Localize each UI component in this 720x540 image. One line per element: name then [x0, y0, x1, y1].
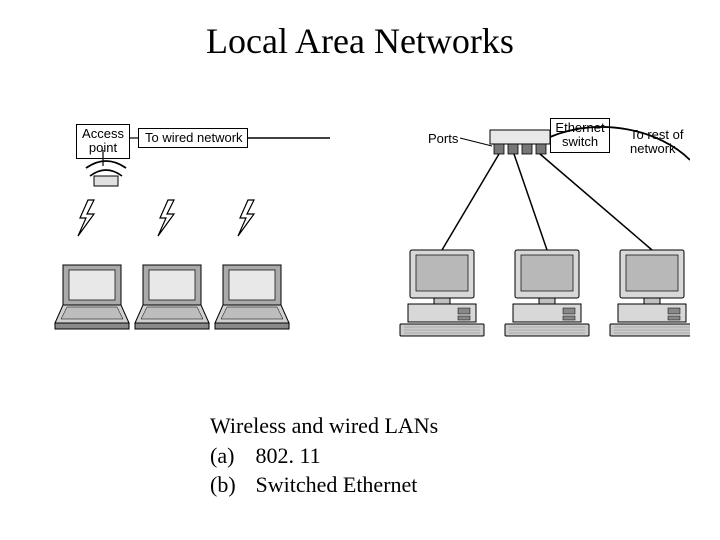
caption: Wireless and wired LANs (a) 802. 11 (b) … [210, 411, 438, 500]
network-diagram: Accesspoint To wired network Ports Ether… [30, 110, 690, 370]
caption-line3: (b) Switched Ethernet [210, 470, 438, 500]
diagram-svg [30, 110, 690, 370]
page-title: Local Area Networks [0, 20, 720, 62]
caption-line1: Wireless and wired LANs [210, 411, 438, 441]
caption-line2: (a) 802. 11 [210, 441, 438, 471]
